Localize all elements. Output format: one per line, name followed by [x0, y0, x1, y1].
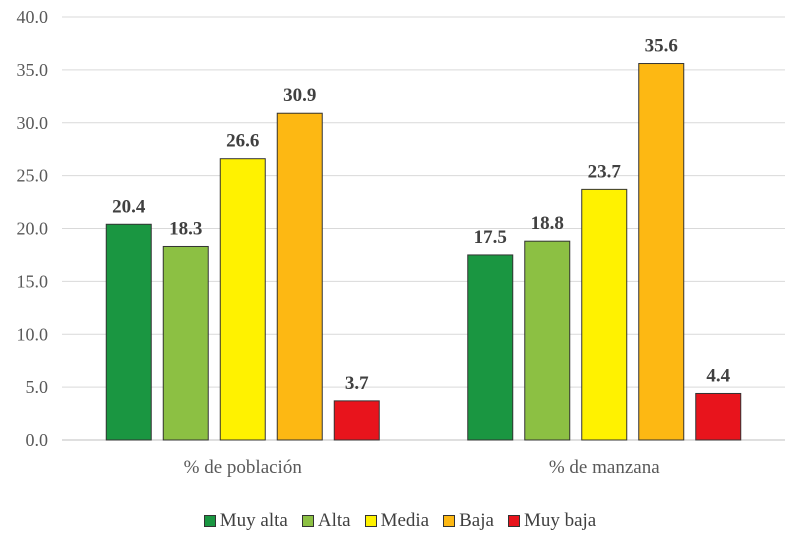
bar-chart: 0.0 5.0 10.0 15.0 20.0 25.0 30.0 35.0 40.0 20.4 1…	[17, 7, 785, 478]
bar-media	[219, 158, 266, 441]
bar-alta	[162, 245, 209, 441]
legend: Muy alta Alta Media Baja Muy baja	[0, 508, 800, 534]
data-label: 18.8	[531, 213, 564, 234]
bar-muy-baja	[695, 392, 742, 441]
bar-baja	[276, 112, 323, 441]
data-label: 18.3	[169, 218, 202, 239]
y-tick-label: 35.0	[17, 60, 49, 80]
y-tick-label: 5.0	[26, 377, 49, 397]
y-axis: 0.0 5.0 10.0 15.0 20.0 25.0 30.0 35.0 40.0	[17, 7, 49, 450]
legend-label: Baja	[459, 510, 494, 531]
legend-item: Muy alta	[203, 510, 288, 532]
y-tick-label: 30.0	[17, 113, 49, 133]
legend-item: Alta	[301, 510, 351, 532]
x-category-label: % de manzana	[549, 457, 660, 478]
data-labels: 20.4 18.3 26.6 30.9 3.7 17.5 18.8 23.7 35.6 4.4	[112, 36, 731, 394]
legend-label: Muy alta	[219, 510, 288, 531]
bar-media	[581, 188, 628, 441]
bar-muy-baja	[333, 400, 380, 441]
legend-item: Muy baja	[507, 510, 597, 532]
data-label: 4.4	[706, 365, 730, 386]
legend-item: Media	[364, 510, 430, 532]
x-axis: % de población % de manzana	[184, 457, 661, 478]
legend-swatch	[301, 515, 314, 527]
data-label: 35.6	[645, 36, 678, 57]
data-label: 3.7	[345, 373, 369, 394]
legend-swatch	[507, 515, 520, 527]
bar-muy-alta	[467, 254, 514, 441]
data-label: 23.7	[588, 161, 622, 182]
data-label: 17.5	[474, 227, 507, 248]
bar-alta	[524, 240, 571, 441]
legend-swatch	[203, 515, 216, 527]
y-tick-label: 10.0	[17, 324, 49, 344]
legend-label: Media	[380, 510, 430, 531]
y-tick-label: 15.0	[17, 271, 49, 291]
y-tick-label: 20.0	[17, 219, 49, 239]
data-label: 26.6	[226, 131, 259, 152]
data-label: 20.4	[112, 196, 146, 217]
y-tick-label: 0.0	[26, 430, 49, 450]
legend-swatch	[443, 515, 456, 527]
bar-muy-alta	[105, 223, 152, 441]
legend-item: Baja	[443, 510, 494, 532]
y-tick-label: 25.0	[17, 166, 49, 186]
legend-label: Muy baja	[523, 510, 597, 531]
bar-baja	[638, 63, 685, 441]
x-category-label: % de población	[184, 457, 303, 478]
bars	[105, 63, 742, 441]
legend-label: Alta	[317, 510, 351, 531]
data-label: 30.9	[283, 85, 316, 106]
y-tick-label: 40.0	[17, 7, 49, 27]
legend-swatch	[364, 515, 377, 527]
